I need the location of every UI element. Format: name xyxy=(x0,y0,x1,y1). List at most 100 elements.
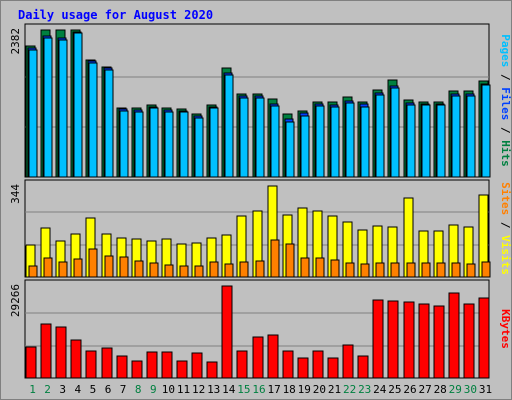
sites-bar-17 xyxy=(270,239,280,278)
x-tick-17: 17 xyxy=(267,383,280,396)
x-tick-11: 11 xyxy=(177,383,190,396)
kbytes-bar-20 xyxy=(312,350,324,379)
pages-bar-15 xyxy=(239,97,249,178)
kbytes-bar-12 xyxy=(191,352,203,379)
pages-bar-27 xyxy=(421,104,431,178)
kbytes-bar-6 xyxy=(101,347,113,379)
sites-bar-10 xyxy=(164,264,174,278)
chart-title: Daily usage for August 2020 xyxy=(18,8,214,22)
x-tick-26: 26 xyxy=(403,383,416,396)
x-tick-29: 29 xyxy=(449,383,462,396)
sites-bar-25 xyxy=(390,262,400,278)
kbytes-bar-14 xyxy=(221,285,233,379)
sites-bar-20 xyxy=(315,257,325,278)
pages-bar-19 xyxy=(300,115,310,178)
x-tick-28: 28 xyxy=(434,383,447,396)
pages-bar-1 xyxy=(28,49,38,178)
kbytes-bar-31 xyxy=(478,297,490,379)
sites-bar-22 xyxy=(345,262,355,278)
x-tick-13: 13 xyxy=(207,383,220,396)
sites-bar-26 xyxy=(406,262,416,278)
legend-part-hits_files_pages-0: Pages xyxy=(499,34,512,67)
pages-bar-18 xyxy=(285,121,295,178)
kbytes-bar-18 xyxy=(282,350,294,379)
kbytes-bar-11 xyxy=(176,360,188,379)
x-tick-14: 14 xyxy=(222,383,236,396)
x-tick-21: 21 xyxy=(328,383,341,396)
kbytes-bar-27 xyxy=(418,303,430,379)
kbytes-bar-1 xyxy=(25,346,37,379)
sites-bar-13 xyxy=(209,261,219,278)
pages-bar-11 xyxy=(179,111,189,178)
kbytes-bar-24 xyxy=(372,299,384,379)
x-tick-7: 7 xyxy=(120,383,127,396)
sites-bar-18 xyxy=(285,243,295,278)
legend-visits_sites: Sites / Visits xyxy=(499,182,512,275)
sites-bar-9 xyxy=(149,262,159,278)
x-tick-12: 12 xyxy=(192,383,205,396)
sites-bar-31 xyxy=(481,261,491,278)
x-tick-20: 20 xyxy=(313,383,326,396)
kbytes-bar-23 xyxy=(357,355,369,379)
pages-bar-23 xyxy=(360,106,370,178)
sites-bar-2 xyxy=(43,257,53,278)
sites-bar-23 xyxy=(360,263,370,278)
x-tick-8: 8 xyxy=(135,383,142,396)
x-tick-19: 19 xyxy=(298,383,311,396)
kbytes-bar-10 xyxy=(161,351,173,379)
x-tick-27: 27 xyxy=(418,383,431,396)
sites-bar-29 xyxy=(451,262,461,278)
pages-bar-20 xyxy=(315,105,325,178)
x-tick-9: 9 xyxy=(150,383,157,396)
x-tick-6: 6 xyxy=(105,383,112,396)
kbytes-bar-15 xyxy=(236,350,248,379)
x-tick-30: 30 xyxy=(464,383,477,396)
pages-bar-29 xyxy=(451,95,461,178)
pages-bar-7 xyxy=(119,110,129,178)
sites-bar-6 xyxy=(104,255,114,278)
pages-bar-25 xyxy=(390,87,400,178)
x-tick-15: 15 xyxy=(237,383,250,396)
sites-bar-4 xyxy=(73,258,83,278)
x-tick-3: 3 xyxy=(59,383,66,396)
kbytes-bar-4 xyxy=(70,339,82,379)
legend-part-visits_sites-1: / xyxy=(499,215,512,235)
pages-bar-2 xyxy=(43,37,53,178)
kbytes-bar-7 xyxy=(116,355,128,379)
sites-bar-24 xyxy=(375,262,385,278)
pages-bar-28 xyxy=(436,104,446,178)
sites-bar-28 xyxy=(436,262,446,278)
pages-bar-24 xyxy=(375,94,385,178)
sites-bar-8 xyxy=(134,260,144,278)
legend-part-visits_sites-2: Visits xyxy=(499,235,512,275)
legend-hits_files_pages: Pages / Files / Hits xyxy=(499,34,512,167)
sites-bar-12 xyxy=(194,265,204,278)
kbytes-bar-22 xyxy=(342,344,354,379)
legend-part-hits_files_pages-1: / xyxy=(499,67,512,87)
sites-bar-5 xyxy=(88,248,98,278)
x-tick-4: 4 xyxy=(74,383,81,396)
pages-bar-16 xyxy=(255,97,265,178)
sites-bar-27 xyxy=(421,262,431,278)
legend-part-kbytes-0: KBytes xyxy=(499,309,512,349)
pages-bar-30 xyxy=(466,95,476,178)
kbytes-bar-26 xyxy=(403,301,415,379)
pages-bar-6 xyxy=(104,69,114,178)
sites-bar-30 xyxy=(466,263,476,278)
y-max-label-kbytes: 29266 xyxy=(9,284,22,317)
legend-part-hits_files_pages-2: Files xyxy=(499,87,512,120)
x-tick-25: 25 xyxy=(388,383,401,396)
pages-bar-4 xyxy=(73,32,83,178)
x-tick-22: 22 xyxy=(343,383,356,396)
pages-bar-13 xyxy=(209,107,219,178)
pages-bar-21 xyxy=(330,106,340,178)
pages-bar-12 xyxy=(194,117,204,178)
kbytes-bar-8 xyxy=(131,360,143,379)
x-tick-1: 1 xyxy=(29,383,36,396)
x-tick-24: 24 xyxy=(373,383,387,396)
kbytes-bar-28 xyxy=(433,305,445,379)
sites-bar-21 xyxy=(330,259,340,278)
x-tick-5: 5 xyxy=(90,383,97,396)
x-tick-31: 31 xyxy=(479,383,492,396)
